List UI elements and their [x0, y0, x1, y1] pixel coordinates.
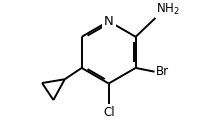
Text: Br: Br — [155, 65, 168, 78]
Text: N: N — [103, 15, 113, 28]
Text: NH$_2$: NH$_2$ — [156, 2, 179, 17]
Text: Cl: Cl — [102, 106, 114, 119]
